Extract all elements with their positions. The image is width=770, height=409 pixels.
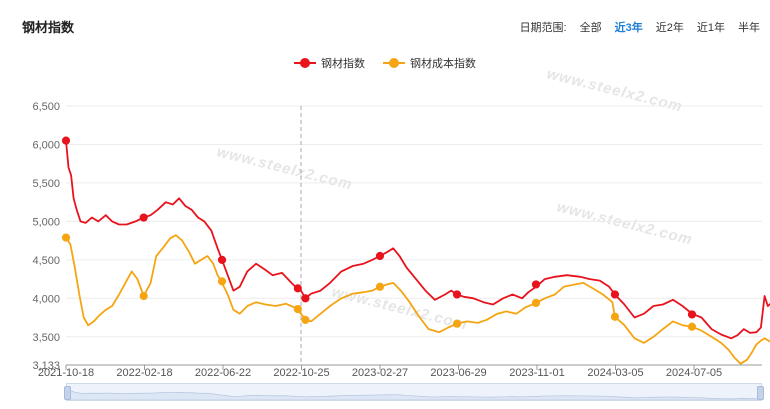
legend-item-cost-index[interactable]: 钢材成本指数 (383, 55, 476, 71)
y-axis: 6,500 6,000 5,500 5,000 4,500 4,000 3,500 3,133 (32, 101, 60, 372)
range-option-2y[interactable]: 近2年 (655, 22, 684, 34)
x-tick-label: 2021-10-18 (38, 367, 94, 379)
data-point-cost-index (687, 322, 697, 331)
slider-handle-left[interactable] (64, 386, 71, 400)
data-point-steel-index (687, 310, 697, 319)
data-point-cost-index (610, 312, 620, 321)
x-tick-label: 2024-07-05 (666, 367, 722, 379)
legend-marker-steel-index (294, 58, 316, 68)
y-tick-label: 3,500 (32, 332, 60, 344)
date-range-selector: 日期范围: 全部 近3年 近2年 近1年 半年 (520, 19, 760, 35)
data-point-cost-index (293, 304, 302, 314)
data-point-cost-index (375, 282, 385, 291)
data-point-steel-index (217, 255, 227, 264)
range-option-all[interactable]: 全部 (579, 22, 602, 34)
y-tick-label: 5,000 (32, 216, 60, 228)
data-point-cost-index (61, 233, 71, 242)
x-axis: 2021-10-18 2022-02-18 2022-06-22 2022-10-25… (38, 365, 722, 379)
data-point-cost-index (531, 298, 541, 308)
y-tick-label: 6,000 (32, 139, 60, 151)
x-tick-label: 2022-10-25 (273, 367, 329, 379)
slider-preview (67, 389, 761, 400)
range-option-3y[interactable]: 近3年 (614, 22, 643, 34)
data-point-steel-index (375, 251, 385, 261)
y-tick-label: 6,500 (32, 101, 60, 113)
x-tick-label: 2023-06-29 (430, 367, 486, 379)
legend-label-cost-index: 钢材成本指数 (410, 58, 476, 70)
x-tick-label: 2022-06-22 (195, 367, 251, 379)
x-tick-label: 2023-11-01 (509, 367, 564, 379)
data-point-steel-index (531, 280, 541, 289)
slider-handle-right[interactable] (757, 386, 764, 400)
y-tick-label: 5,500 (32, 178, 60, 190)
data-point-steel-index (61, 136, 71, 145)
data-point-cost-index (301, 315, 310, 324)
legend-label-steel-index: 钢材指数 (321, 58, 365, 70)
y-tick-label: 4,500 (32, 255, 60, 267)
range-option-6m[interactable]: 半年 (738, 22, 760, 34)
data-point-steel-index (452, 290, 462, 299)
series-line-steel-index (65, 140, 770, 340)
y-tick-label: 3,133 (32, 360, 60, 372)
legend-marker-cost-index (383, 58, 405, 68)
series-line-cost-index (65, 234, 770, 365)
data-point-steel-index (301, 294, 310, 303)
data-point-steel-index (139, 213, 148, 222)
date-range-label: 日期范围: (519, 22, 567, 34)
range-option-1y[interactable]: 近1年 (696, 22, 725, 34)
legend-item-steel-index[interactable]: 钢材指数 (294, 55, 365, 71)
data-point-steel-index (293, 284, 302, 293)
x-tick-label: 2022-02-18 (116, 367, 172, 379)
data-point-cost-index (452, 319, 462, 328)
grid-layer (66, 105, 762, 366)
data-point-cost-index (217, 277, 227, 286)
data-zoom-slider[interactable] (64, 383, 764, 401)
y-tick-label: 4,000 (32, 293, 60, 305)
data-point-steel-index (610, 290, 620, 299)
chart-legend: 钢材指数 钢材成本指数 (0, 55, 770, 71)
data-point-cost-index (139, 291, 148, 301)
series-layer (61, 136, 770, 365)
x-tick-label: 2023-02-27 (352, 367, 408, 379)
page-title: 钢材指数 (22, 20, 75, 35)
x-tick-label: 2024-03-05 (587, 367, 643, 379)
